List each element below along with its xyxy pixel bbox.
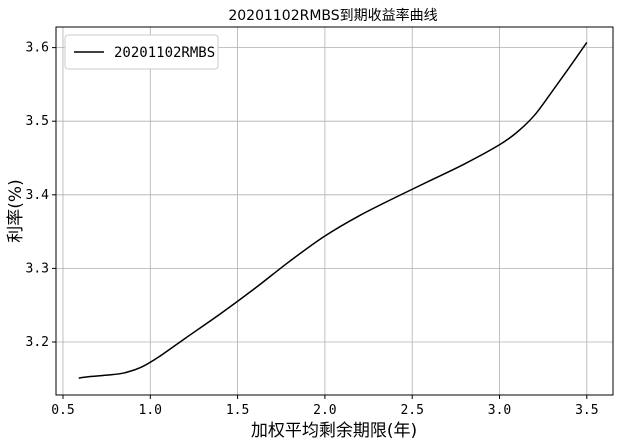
x-tick-label: 1.0 <box>139 403 162 418</box>
y-axis-label: 利率(%) <box>6 179 26 242</box>
series-lines <box>78 42 588 379</box>
y-tick-label: 3.6 <box>26 41 49 56</box>
x-tick-label: 0.5 <box>51 403 74 418</box>
x-tick-label: 1.5 <box>226 403 249 418</box>
legend-box <box>64 34 219 70</box>
y-tick-label: 3.5 <box>26 114 49 129</box>
grid <box>56 27 613 395</box>
y-tick-label: 3.3 <box>26 261 49 276</box>
x-tick-label: 2.0 <box>313 403 336 418</box>
legend: 20201102RMBS <box>64 34 219 70</box>
y-axis: 3.2 3.3 3.4 3.5 3.6 <box>26 41 56 350</box>
x-tick-label: 3.5 <box>575 403 598 418</box>
y-tick-label: 3.4 <box>26 188 50 203</box>
plot-frame <box>55 26 614 396</box>
x-tick-label: 2.5 <box>400 403 423 418</box>
y-tick-label: 3.2 <box>26 335 49 350</box>
x-axis-label: 加权平均剩余期限(年) <box>251 421 417 441</box>
chart-title: 20201102RMBS到期收益率曲线 <box>228 7 437 24</box>
legend-label: 20201102RMBS <box>114 45 215 61</box>
x-tick-label: 3.0 <box>488 403 511 418</box>
x-axis: 0.5 1.0 1.5 2.0 2.5 3.0 3.5 <box>51 395 599 418</box>
series-line <box>78 42 588 379</box>
